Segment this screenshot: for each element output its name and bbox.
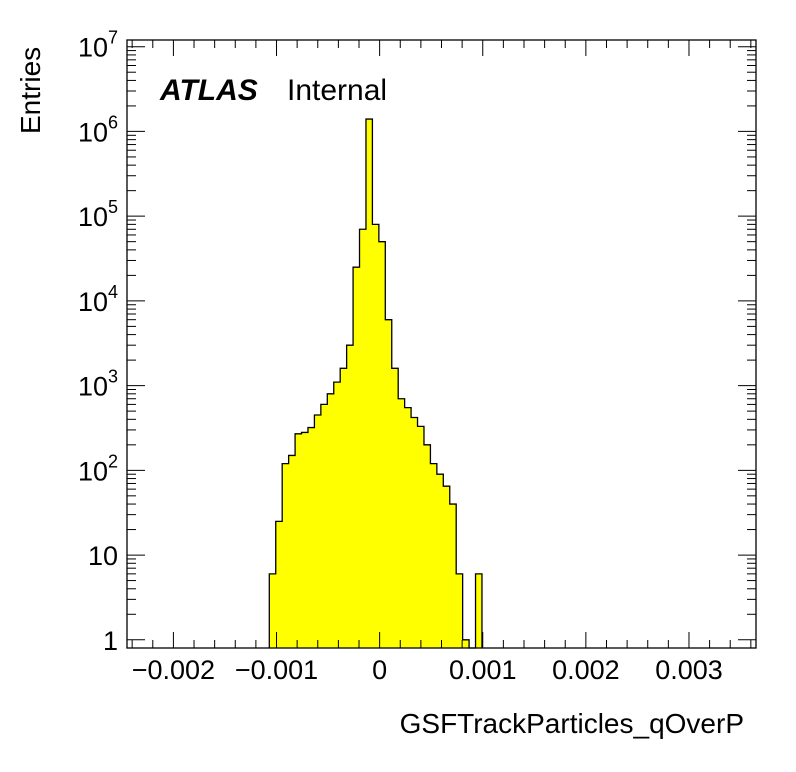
x-axis-title: GSFTrackParticles_qOverP — [400, 708, 744, 739]
x-tick-label: −0.001 — [235, 655, 318, 685]
histogram-bin — [404, 407, 412, 648]
histogram-bin — [346, 345, 354, 648]
histogram-bin — [307, 427, 315, 648]
histogram-bin — [282, 463, 290, 648]
histogram-bin — [372, 224, 380, 648]
histogram-bin — [456, 573, 464, 648]
histogram-bars — [269, 119, 483, 649]
y-axis-title: Entries — [15, 47, 46, 134]
histogram-bin — [385, 319, 393, 648]
y-tick-label: 10 — [88, 541, 118, 571]
x-tick-label: 0 — [372, 655, 387, 685]
histogram-bin — [430, 463, 438, 648]
y-axis-ticks: 1 10 102 103 104 105 106 107 — [78, 28, 756, 656]
histogram-bin — [391, 368, 399, 648]
histogram-bin — [333, 382, 341, 648]
y-tick-label: 107 — [78, 28, 118, 63]
histogram-bin — [443, 486, 451, 648]
y-tick-label: 105 — [78, 197, 118, 232]
histogram-bin — [411, 417, 418, 648]
histogram-bin — [327, 393, 335, 648]
histogram-bin — [301, 432, 309, 648]
y-tick-label: 106 — [78, 112, 118, 147]
histogram-bin — [314, 414, 322, 648]
histogram-bin — [359, 229, 367, 648]
histogram-bin — [288, 455, 296, 648]
histogram-bin — [436, 474, 444, 648]
histogram-bin — [462, 639, 470, 648]
histogram-outline — [268, 118, 483, 649]
histogram-bin — [353, 267, 360, 648]
internal-label: Internal — [287, 74, 387, 107]
atlas-label: ATLAS — [159, 74, 258, 107]
y-tick-label: 104 — [78, 282, 118, 317]
histogram-bin — [269, 573, 277, 648]
histogram-bin — [365, 119, 373, 649]
y-tick-label: 103 — [78, 367, 118, 402]
histogram-bin — [398, 398, 406, 648]
plot-border — [126, 39, 757, 649]
histogram-bin — [475, 573, 483, 648]
y-tick-label: 102 — [78, 451, 118, 486]
x-tick-label: 0.003 — [655, 655, 723, 685]
histogram-bin — [449, 504, 457, 648]
x-tick-label: 0.002 — [552, 655, 620, 685]
x-tick-label: −0.002 — [132, 655, 215, 685]
histogram-bin — [320, 404, 328, 648]
histogram-bin — [340, 368, 348, 648]
histogram-bin — [378, 241, 386, 649]
histogram-bin — [275, 521, 283, 648]
x-tick-label: 0.001 — [449, 655, 517, 685]
histogram-bin — [423, 444, 431, 648]
histogram-bin — [295, 433, 302, 648]
histogram-bin — [417, 426, 425, 648]
x-axis-ticks: −0.002 −0.001 0 0.001 0.002 0.003 — [131, 40, 752, 685]
y-tick-label: 1 — [103, 626, 118, 656]
